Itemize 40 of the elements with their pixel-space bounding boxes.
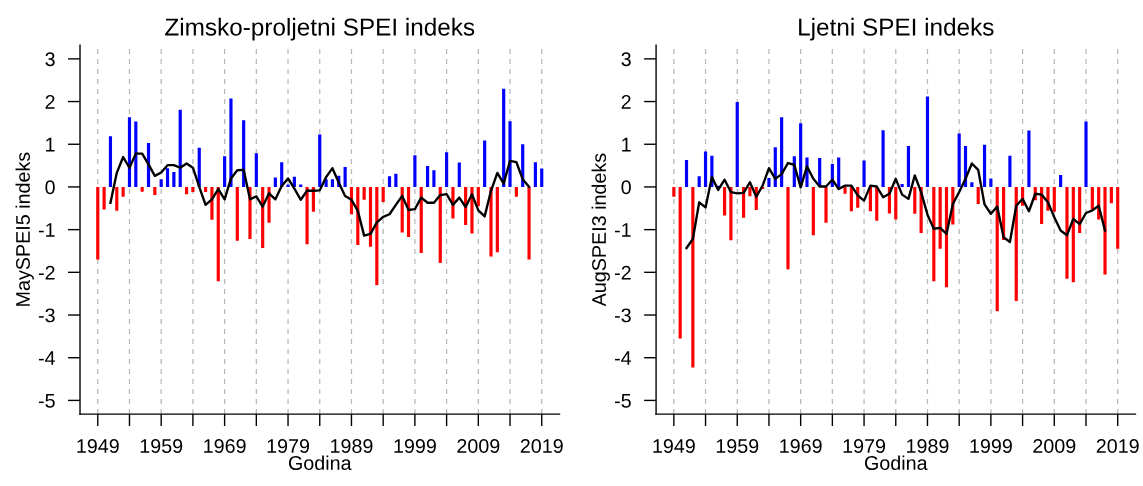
x-tick-label: 1959: [140, 439, 183, 453]
y-tick-label: -2: [38, 265, 55, 280]
y-tick-label: 2: [621, 94, 631, 109]
x-tick-label: 1949: [653, 439, 695, 453]
x-tick-label: 1999: [394, 439, 436, 453]
x-axis-title: Godina: [864, 455, 928, 470]
y-tick-label: 3: [621, 52, 631, 67]
x-tick-label: 1979: [267, 439, 310, 453]
x-tick-label: 1989: [331, 439, 373, 453]
x-tick-label: 1979: [843, 439, 886, 453]
y-tick-label: -4: [38, 351, 55, 365]
y-tick-label: 2: [45, 94, 55, 109]
y-tick-label: -3: [38, 308, 55, 323]
x-tick-label: 2009: [457, 439, 500, 453]
x-tick-label: 1949: [77, 439, 119, 453]
x-tick-label: 1989: [907, 439, 949, 453]
y-tick-label: 0: [45, 180, 55, 195]
x-axis-title: Godina: [288, 455, 352, 470]
y-tick-label: -3: [614, 308, 631, 323]
y-tick-label: 1: [46, 137, 55, 152]
y-tick-label: -1: [614, 223, 631, 237]
x-tick-label: 1959: [716, 439, 759, 453]
y-tick-label: 1: [622, 137, 631, 152]
y-tick-label: -5: [614, 393, 631, 408]
x-tick-label: 1969: [780, 439, 822, 453]
y-tick-label: 3: [45, 52, 55, 67]
y-tick-label: -1: [38, 223, 55, 237]
y-tick-label: 0: [621, 180, 631, 195]
x-tick-label: 1999: [970, 439, 1012, 453]
y-axis-title: MaySPEI5 indeks: [15, 152, 34, 306]
y-tick-label: -4: [614, 351, 632, 365]
y-tick-label: -5: [38, 393, 55, 408]
x-tick-label: 2009: [1033, 439, 1076, 453]
x-tick-label: 2019: [520, 439, 563, 453]
chart-title: Zimsko-proljetni SPEI indeks: [165, 17, 475, 41]
x-tick-label: 2019: [1096, 439, 1139, 453]
y-tick-label: -2: [614, 265, 631, 280]
y-axis-title: AugSPEI3 indeks: [591, 153, 610, 307]
chart-title: Ljetni SPEI indeks: [799, 17, 994, 41]
x-tick-label: 1969: [204, 439, 246, 453]
